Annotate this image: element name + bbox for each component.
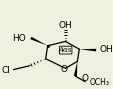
Text: Cl: Cl: [1, 66, 10, 74]
Text: OCH₃: OCH₃: [89, 78, 109, 87]
Text: OH: OH: [58, 21, 72, 30]
Text: O: O: [81, 74, 88, 83]
Text: O: O: [60, 65, 67, 74]
Text: HO: HO: [13, 34, 26, 43]
Polygon shape: [73, 61, 77, 76]
Polygon shape: [30, 37, 47, 46]
Polygon shape: [79, 49, 95, 51]
FancyBboxPatch shape: [59, 46, 71, 54]
Text: OH: OH: [98, 45, 112, 54]
Text: Aαs: Aαs: [58, 46, 72, 54]
